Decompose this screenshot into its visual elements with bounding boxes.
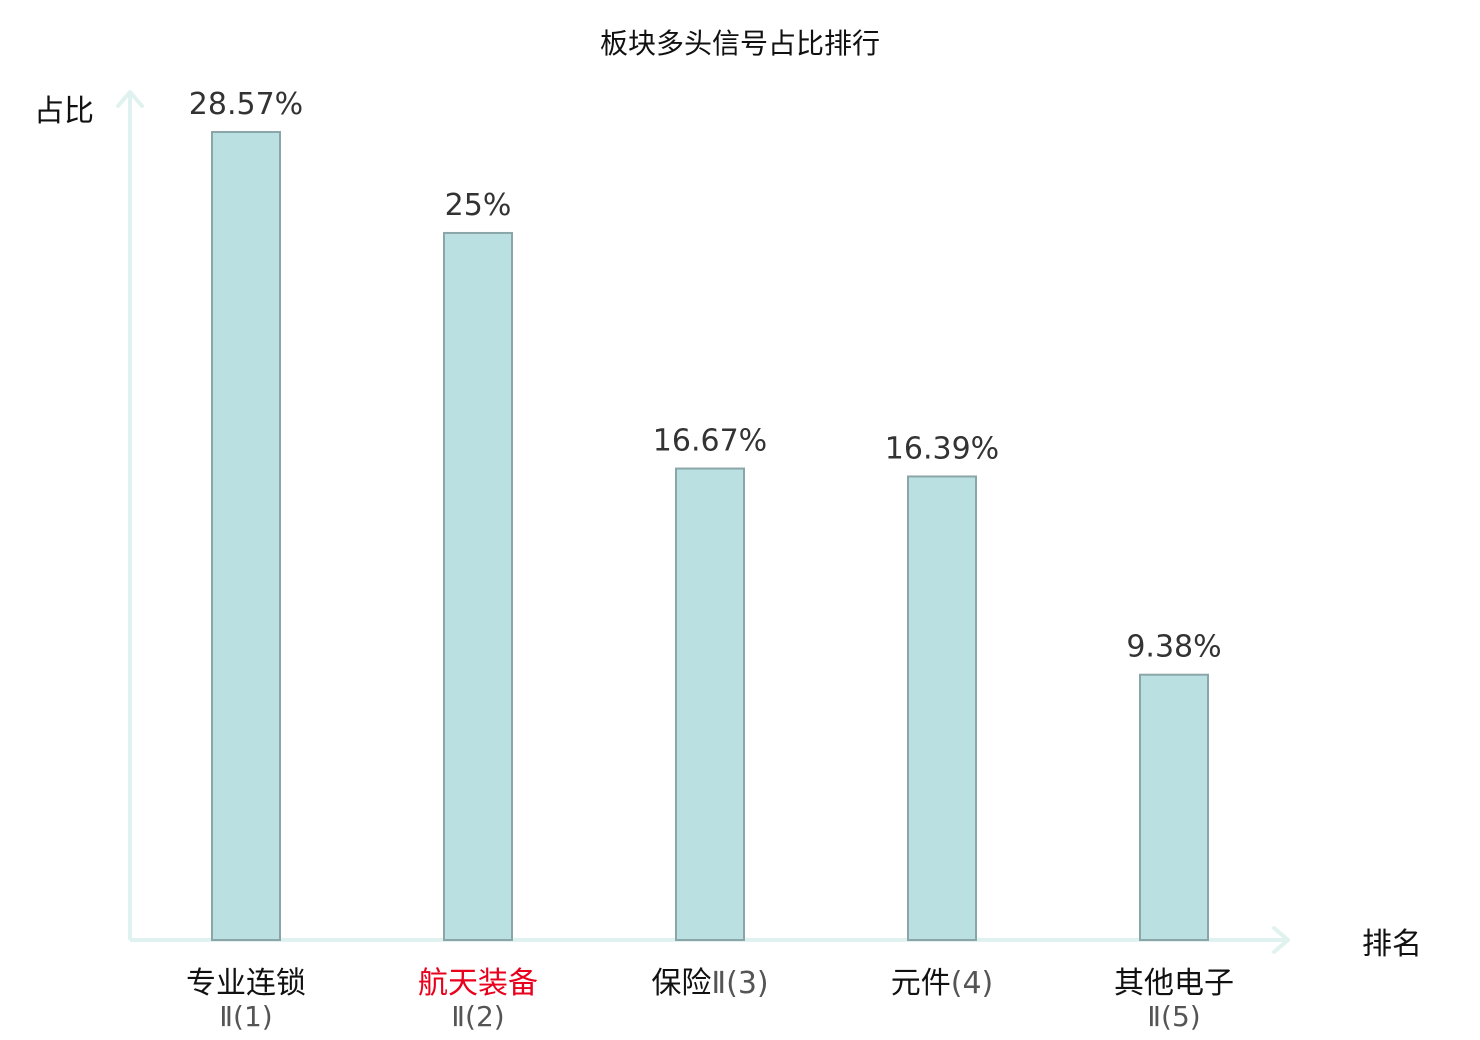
category-label-3: 保险Ⅱ(3) <box>651 966 768 1001</box>
category-sub-5: Ⅱ(5) <box>1147 1000 1200 1033</box>
value-label-1: 28.57% <box>189 87 303 122</box>
category-rank-3: (3) <box>726 966 769 1001</box>
category-main-2: 航天装备 <box>418 966 538 1001</box>
bar-1 <box>211 131 281 941</box>
value-labels-group: 28.57% 25% 16.67% 16.39% 9.38% <box>189 87 1222 665</box>
category-main-4: 元件 <box>891 966 951 1001</box>
bar-4 <box>907 475 977 941</box>
y-axis-title: 占比 <box>34 94 94 129</box>
bars-group <box>211 131 1209 941</box>
bar-5 <box>1139 673 1209 941</box>
value-label-5: 9.38% <box>1126 630 1221 665</box>
category-4: 元件(4) <box>891 966 994 1001</box>
chart-title: 板块多头信号占比排行 <box>600 27 880 60</box>
x-axis-title: 排名 <box>1362 927 1422 962</box>
category-3: 保险Ⅱ(3) <box>651 966 768 1001</box>
value-label-2: 25% <box>445 188 512 223</box>
category-sub-2: Ⅱ(2) <box>451 1000 504 1033</box>
category-main-5: 其他电子 <box>1114 966 1234 1001</box>
category-sub-3: Ⅱ <box>711 966 726 1001</box>
category-rank-4: (4) <box>951 966 994 1001</box>
value-label-3: 16.67% <box>653 424 767 459</box>
x-axis-arrow-icon <box>1272 926 1290 954</box>
category-label-4: 元件(4) <box>891 966 994 1001</box>
bar-3 <box>675 467 745 941</box>
y-axis <box>116 90 144 940</box>
category-main-1: 专业连锁 <box>186 966 306 1001</box>
value-label-4: 16.39% <box>885 431 999 466</box>
category-sub-1: Ⅱ(1) <box>219 1000 272 1033</box>
y-axis-arrow-icon <box>116 90 144 108</box>
category-main-3: 保险 <box>651 966 711 1001</box>
bar-2 <box>443 231 513 941</box>
